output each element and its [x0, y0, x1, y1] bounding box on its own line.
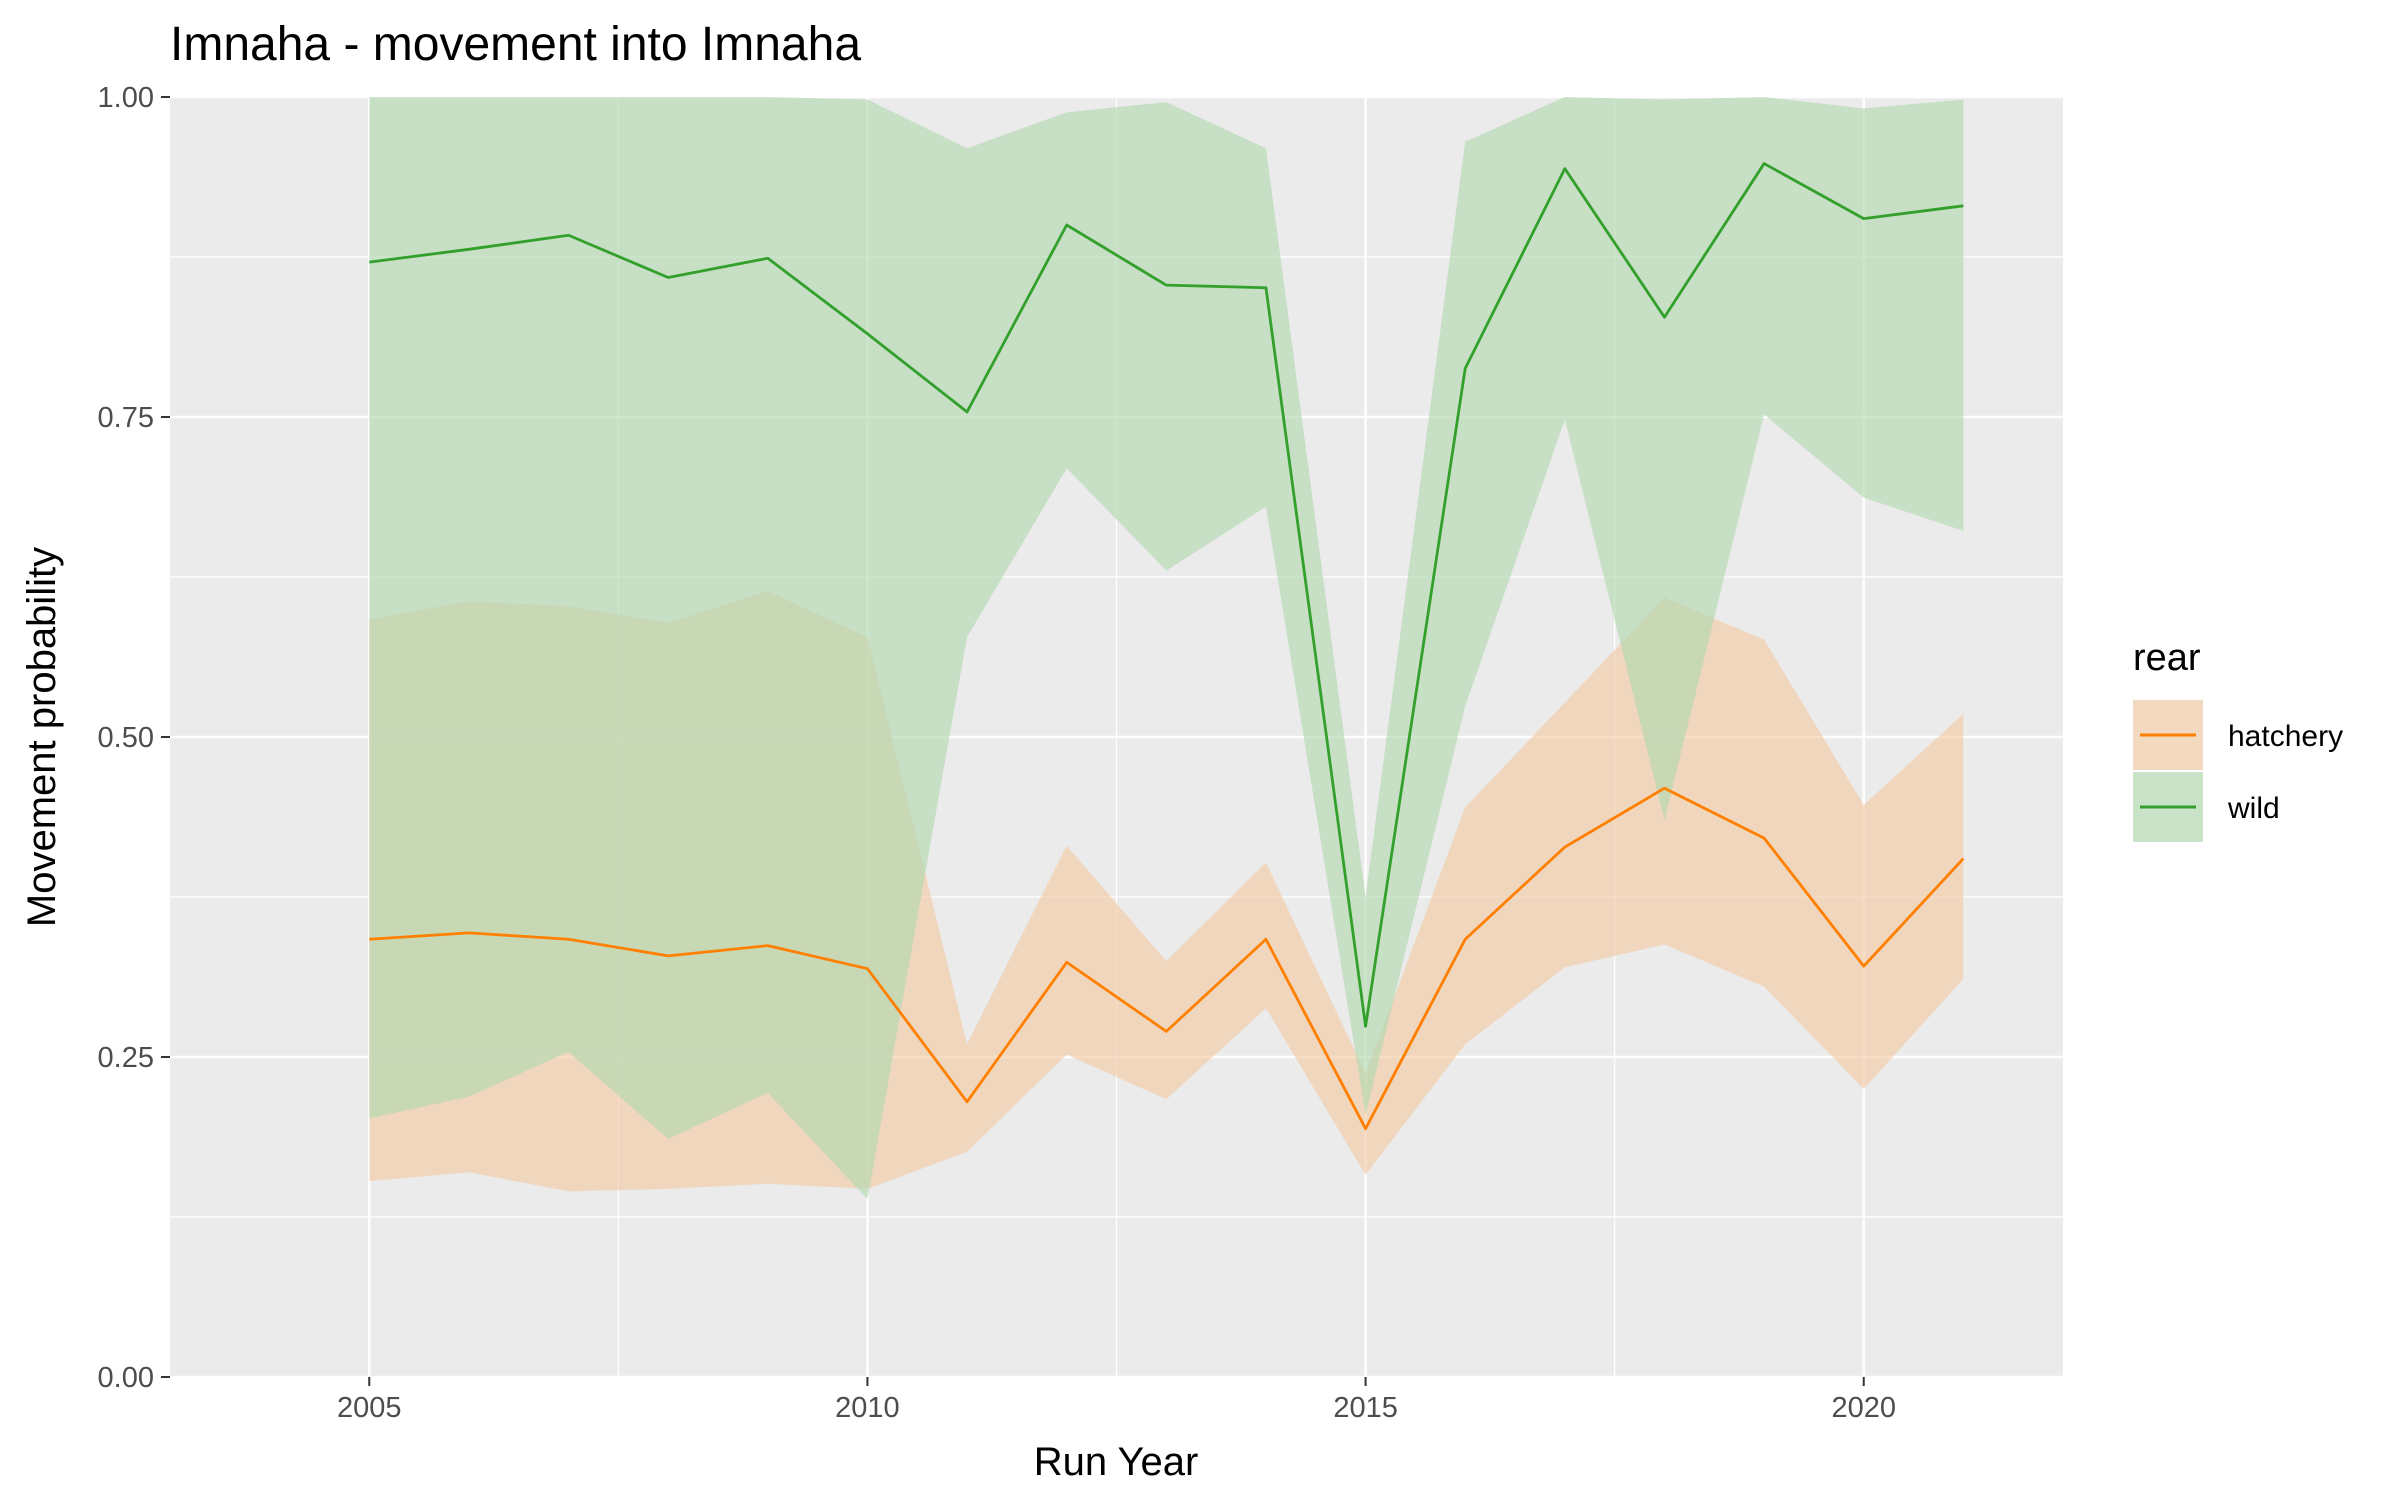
chart-title: Imnaha - movement into Imnaha [170, 18, 861, 71]
x-tick-label: 2020 [1831, 1392, 1896, 1424]
x-axis-title: Run Year [1034, 1440, 1199, 1484]
series-line-hatchery [369, 786, 1965, 1131]
x-tick-label: 2015 [1333, 1392, 1398, 1424]
y-tick-label: 1.00 [98, 82, 154, 114]
confidence-ribbons [369, 97, 1964, 1200]
y-tick-label: 0.00 [98, 1362, 154, 1394]
ribbon-wild [369, 97, 1964, 1200]
legend-label-wild: wild [2227, 792, 2280, 825]
axes: 2005 2010 2015 2020 0.00 0.25 0.50 0.75 1.00 [98, 82, 1896, 1424]
y-tick-label: 0.75 [98, 402, 154, 434]
x-tick-label: 2005 [337, 1392, 402, 1424]
legend-title: rear [2133, 637, 2201, 679]
series-lines [369, 162, 1965, 1131]
y-axis-title: Movement probability [20, 547, 64, 927]
y-tick-label: 0.50 [98, 722, 154, 754]
x-tick-label: 2010 [835, 1392, 900, 1424]
legend: rear hatchery wild [2133, 637, 2343, 842]
y-tick-label: 0.25 [98, 1042, 154, 1074]
legend-label-hatchery: hatchery [2228, 720, 2343, 753]
series-line-wild [369, 162, 1964, 1028]
